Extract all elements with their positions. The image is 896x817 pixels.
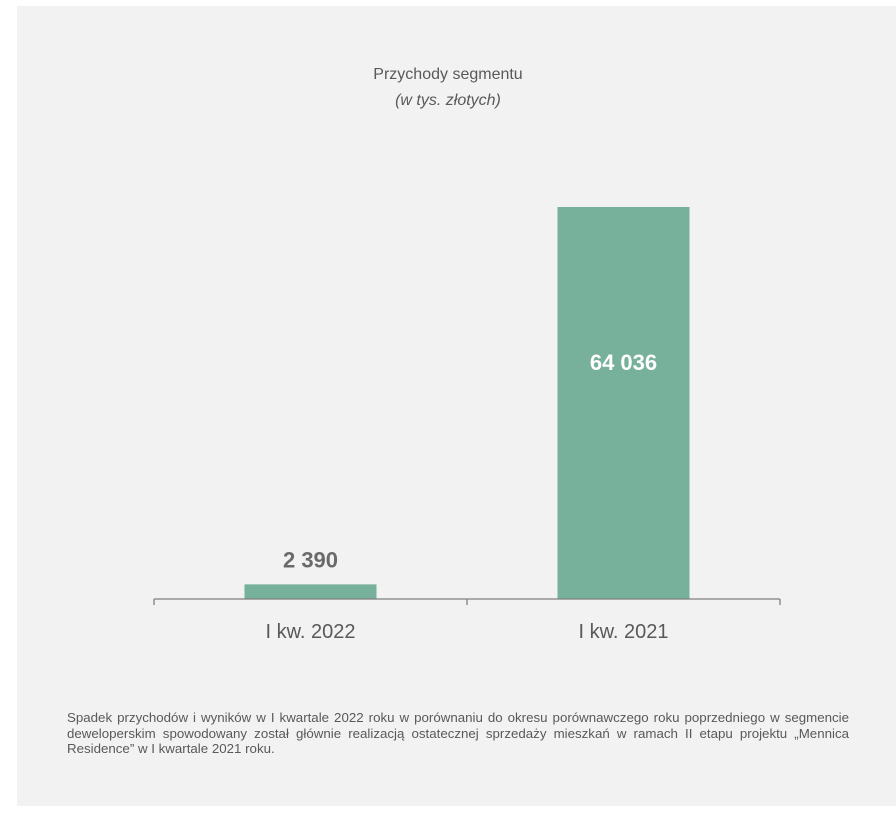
bar [557, 207, 690, 599]
chart-note: Spadek przychodów i wyników w I kwartale… [67, 710, 849, 756]
chart-title: Przychody segmentu [373, 66, 523, 83]
category-label: I kw. 2021 [578, 621, 668, 643]
category-label: I kw. 2022 [265, 621, 355, 643]
data-label: 64 036 [590, 350, 657, 375]
data-label: 2 390 [283, 547, 338, 572]
chart-panel [17, 6, 896, 806]
chart-subtitle: (w tys. złotych) [395, 92, 501, 109]
bar [244, 584, 377, 599]
